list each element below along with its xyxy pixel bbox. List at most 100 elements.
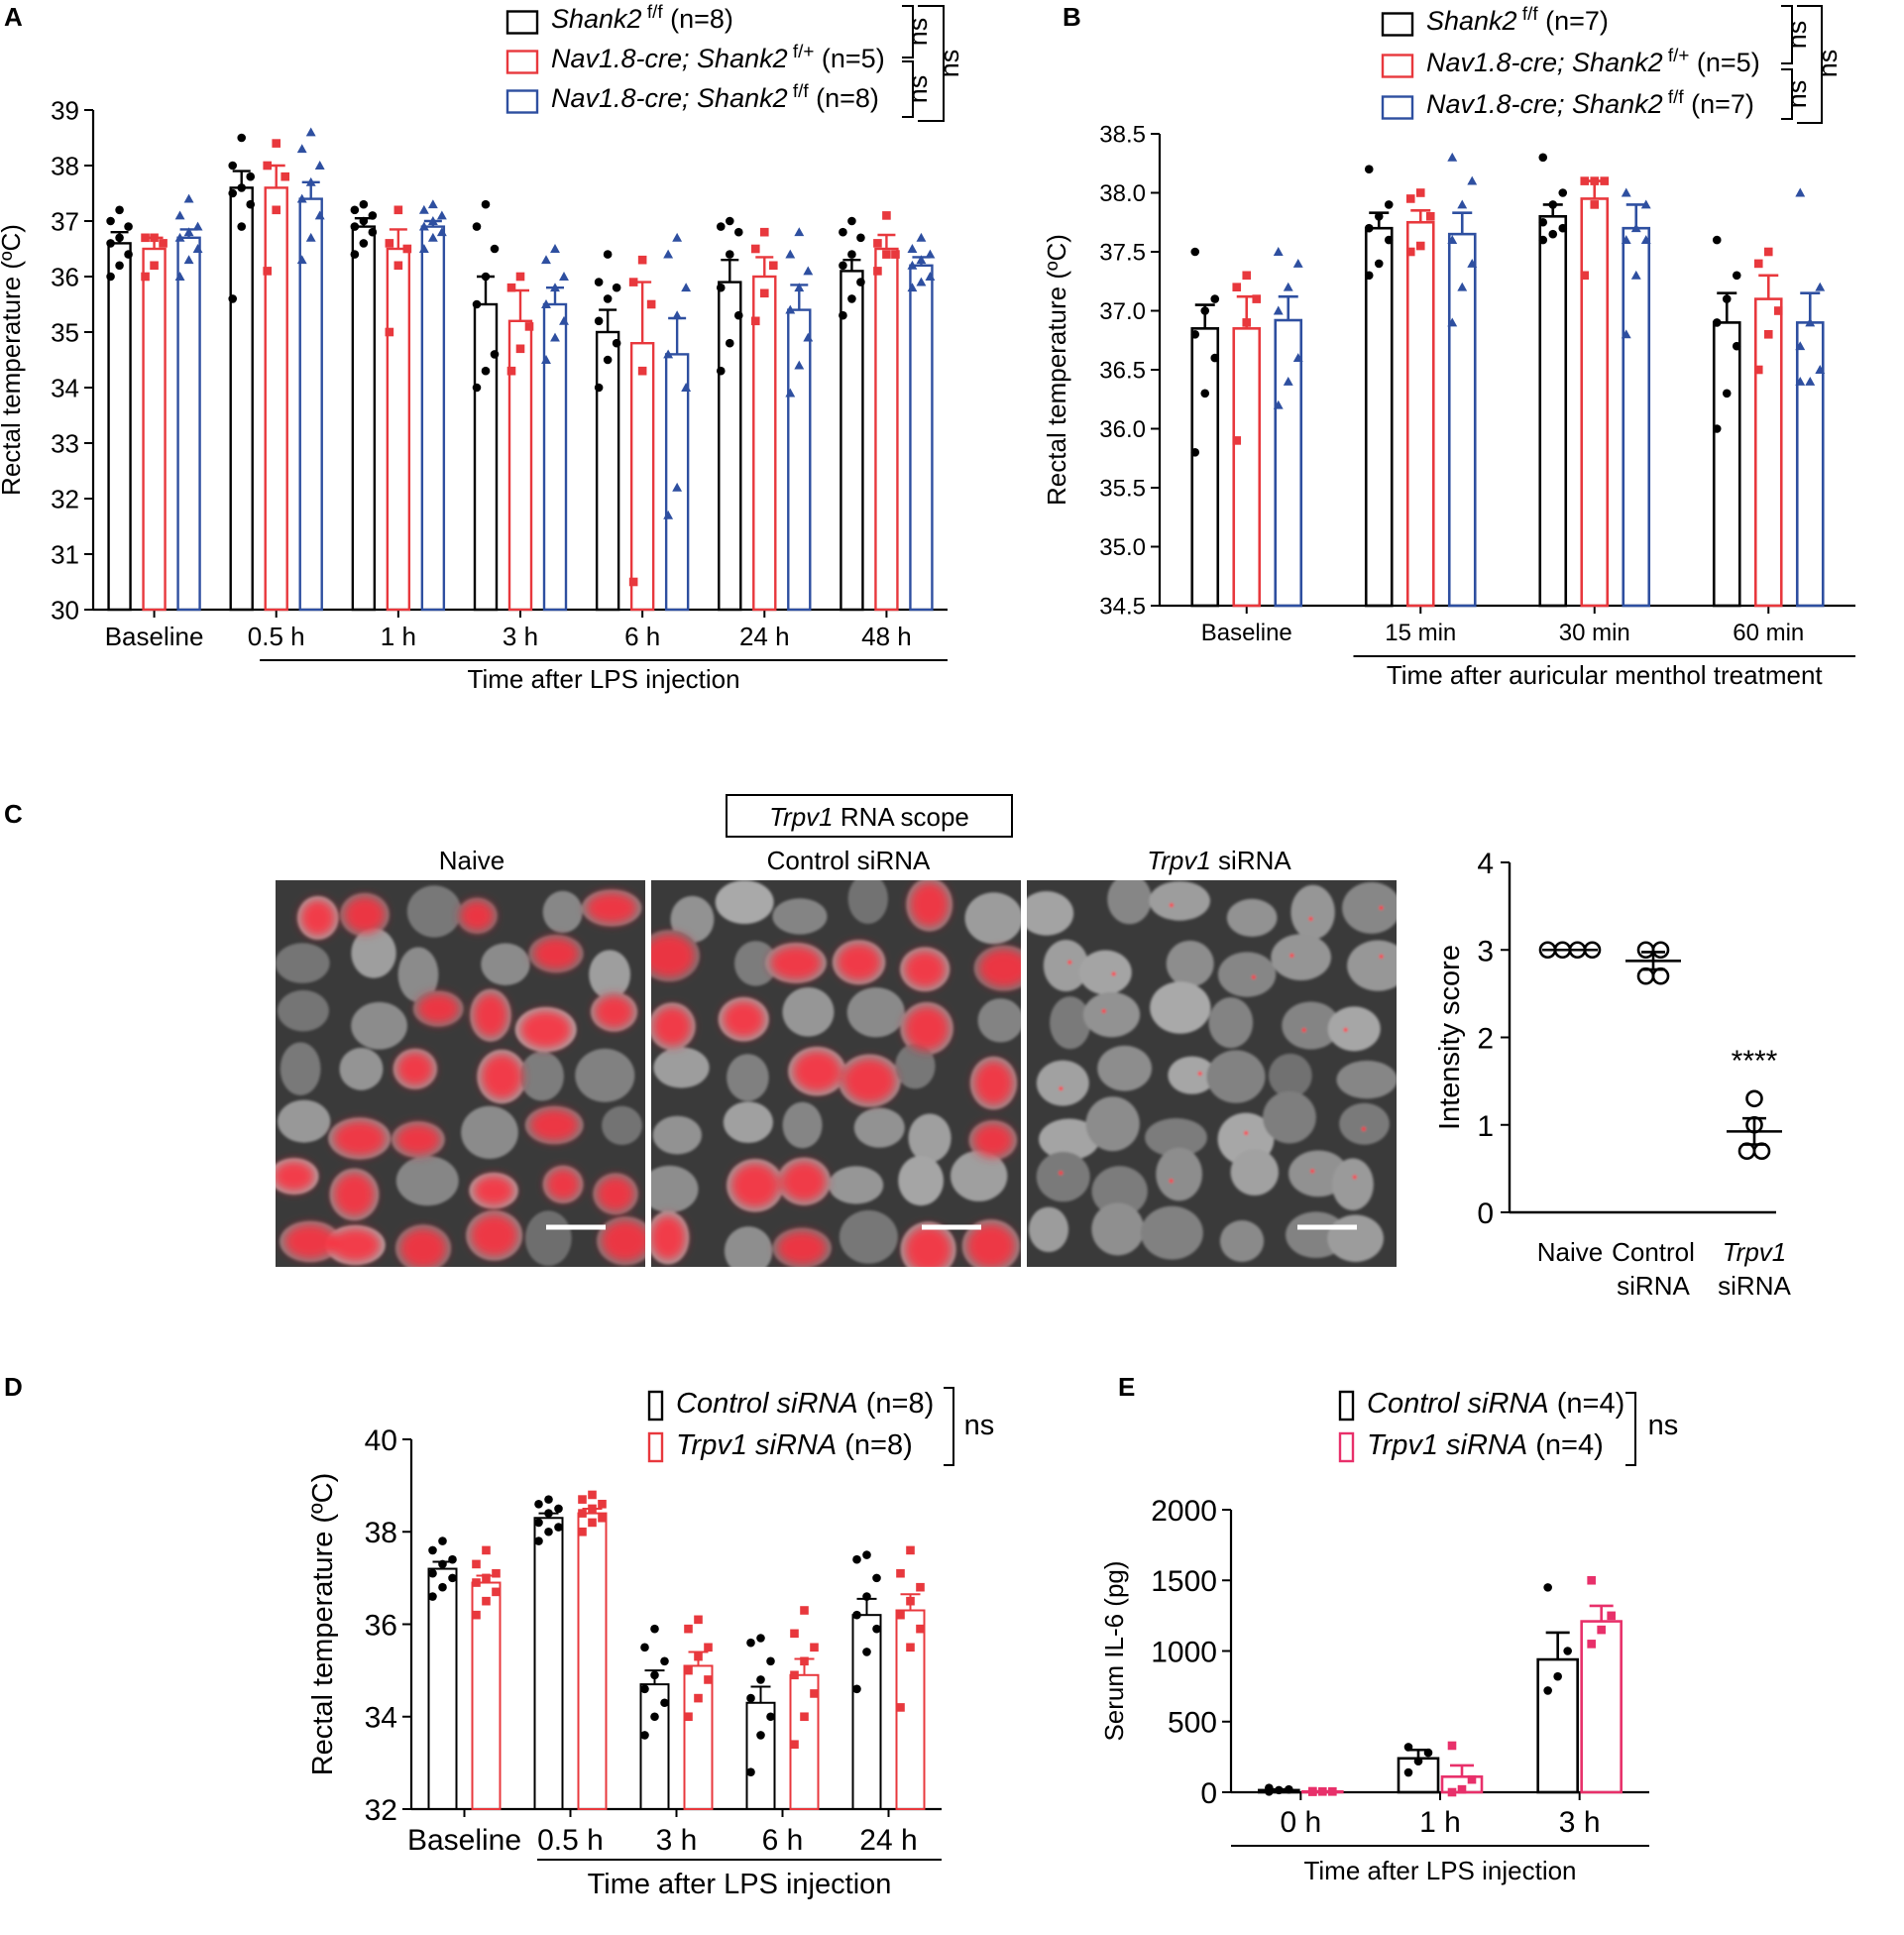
data-point xyxy=(916,277,927,286)
panel-letter-d: D xyxy=(4,1372,23,1402)
data-point xyxy=(350,205,360,215)
cell xyxy=(406,885,462,938)
cell xyxy=(772,898,828,935)
legend-superscript: f/f xyxy=(642,2,664,23)
bar xyxy=(664,353,690,612)
x-tick-label: Control xyxy=(1612,1237,1695,1267)
legend-superscript: f/f xyxy=(788,81,810,102)
bar xyxy=(1405,220,1435,608)
data-point xyxy=(759,227,769,237)
cell xyxy=(1226,898,1278,937)
data-point xyxy=(1374,259,1384,269)
data-point xyxy=(785,249,796,259)
data-point xyxy=(481,366,491,376)
trpv1-signal xyxy=(909,881,950,928)
data-point xyxy=(768,261,778,271)
trpv1-signal xyxy=(594,994,634,1029)
data-point xyxy=(1242,271,1252,281)
data-point xyxy=(640,1643,649,1652)
image-label-naive: Naive xyxy=(439,846,504,875)
x-tick-label: Baseline xyxy=(105,622,204,651)
data-point xyxy=(1210,353,1220,363)
y-tick-label: 37 xyxy=(51,206,79,236)
data-point xyxy=(810,1689,819,1698)
data-point xyxy=(115,261,124,271)
data-point xyxy=(1580,176,1590,185)
data-point xyxy=(106,272,115,282)
cell xyxy=(1145,1117,1207,1158)
data-point xyxy=(1587,1640,1596,1649)
legend-n: (n=5) xyxy=(1689,48,1759,77)
data-point xyxy=(847,250,856,259)
legend-superscript: f/f xyxy=(1517,4,1539,25)
data-point xyxy=(1538,217,1548,227)
x-tick-label: 15 min xyxy=(1385,620,1456,646)
data-point xyxy=(150,233,159,243)
data-point xyxy=(550,332,560,342)
data-point xyxy=(1265,1783,1274,1793)
data-point xyxy=(228,294,238,303)
significance-bracket xyxy=(1781,68,1793,120)
legend-entry: Trpv1 siRNA (n=8) xyxy=(676,1429,913,1461)
data-point xyxy=(1636,967,1655,985)
bar xyxy=(1364,226,1394,608)
y-tick-label: 30 xyxy=(51,595,79,625)
trpv1-dot xyxy=(1067,960,1072,965)
significance-label: ns xyxy=(1782,80,1812,109)
cell xyxy=(908,1113,952,1163)
trpv1-signal xyxy=(545,1168,581,1201)
data-point xyxy=(1285,1784,1293,1794)
data-point xyxy=(1712,424,1722,433)
data-point xyxy=(1425,212,1435,221)
data-point xyxy=(428,1545,437,1555)
data-point xyxy=(839,261,847,271)
y-tick-label: 35.0 xyxy=(1099,534,1146,561)
data-point xyxy=(296,193,307,203)
micrograph-content xyxy=(651,880,1021,1267)
series-3 xyxy=(174,127,936,612)
x-tick-label: 3 h xyxy=(503,622,538,651)
data-point xyxy=(427,232,438,242)
data-point xyxy=(1384,235,1394,245)
trpv1-dot xyxy=(1289,953,1294,958)
data-point xyxy=(1621,235,1631,245)
data-point xyxy=(1403,1743,1413,1752)
data-point xyxy=(1273,247,1284,256)
cell xyxy=(1217,952,1277,997)
data-point xyxy=(418,221,429,231)
trpv1-signal xyxy=(781,1161,827,1202)
data-point xyxy=(725,338,734,348)
panel-letter-e: E xyxy=(1118,1372,1135,1402)
bar xyxy=(1190,327,1220,608)
bar xyxy=(1753,297,1783,608)
trpv1-signal xyxy=(343,896,387,934)
y-tick-label: 4 xyxy=(1477,848,1494,880)
data-point xyxy=(856,233,865,243)
data-point xyxy=(1607,1611,1616,1621)
data-point xyxy=(515,272,525,282)
data-point xyxy=(790,1740,799,1750)
legend-entry: Trpv1 siRNA (n=4) xyxy=(1367,1429,1604,1461)
data-point xyxy=(1732,341,1741,351)
legend-entry: Nav1.8-cre; Shank2 f/+ (n=5) xyxy=(1426,46,1760,77)
data-point xyxy=(1621,187,1631,197)
chart-a-temperature-lps: 30 31 32 33 34 35 36 37 38 39 Rectal temperature (… xyxy=(0,2,964,694)
data-point xyxy=(746,1638,755,1648)
cell xyxy=(950,1150,1008,1201)
data-point xyxy=(882,211,891,220)
data-point xyxy=(1651,967,1670,985)
x-tick-label: 1 h xyxy=(381,622,416,651)
legend-italic: Control siRNA xyxy=(676,1388,858,1420)
legend-n: (n=7) xyxy=(1684,89,1754,119)
data-point xyxy=(847,216,856,226)
trpv1-signal xyxy=(651,1214,687,1261)
legend-superscript: f/f xyxy=(1663,87,1685,108)
trpv1-dot xyxy=(1059,1171,1064,1176)
data-point xyxy=(427,216,438,225)
trpv1-dot xyxy=(1361,1126,1366,1131)
data-point xyxy=(725,250,734,259)
cell xyxy=(1347,940,1397,991)
trpv1-signal xyxy=(730,1163,780,1208)
trpv1-dot xyxy=(1059,1086,1064,1091)
trpv1-signal xyxy=(836,943,882,981)
